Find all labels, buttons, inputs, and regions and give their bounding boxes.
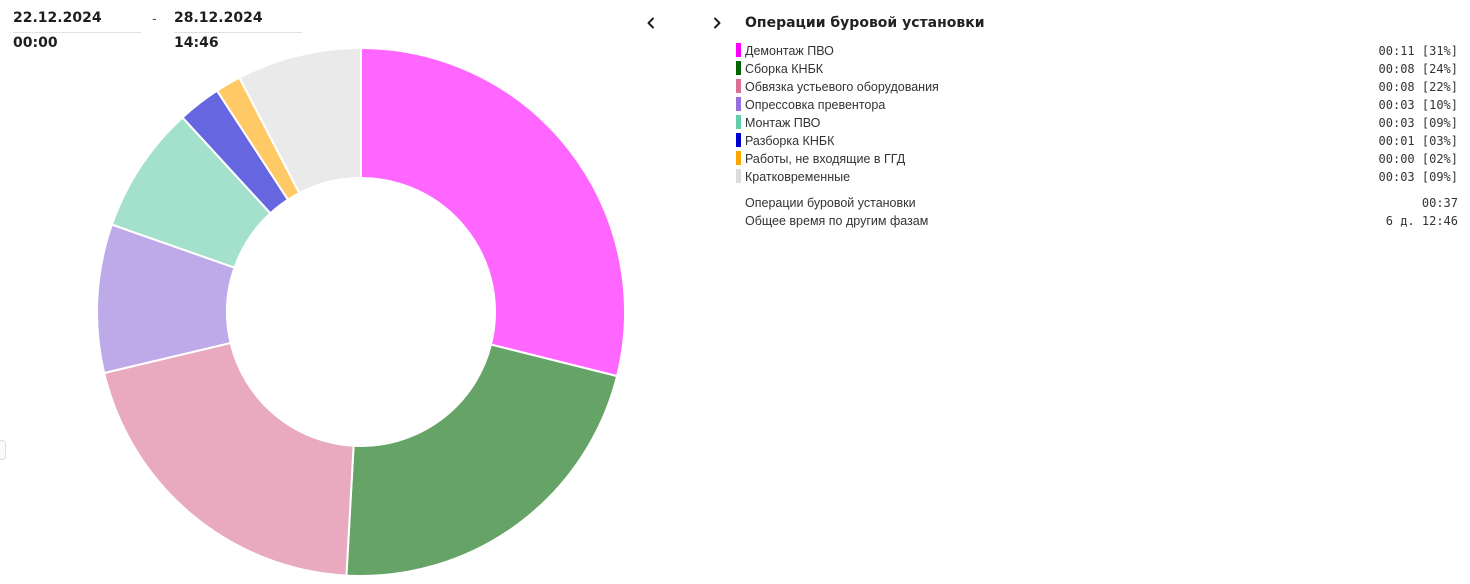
- donut-slice[interactable]: [102, 341, 355, 577]
- donut-slice[interactable]: [238, 46, 362, 195]
- legend-swatch: [736, 169, 741, 183]
- legend-value: 00:03 [09%]: [1378, 116, 1458, 130]
- chevron-left-icon: [647, 17, 654, 29]
- legend-swatch: [736, 133, 741, 147]
- date-to-field[interactable]: 28.12.2024 14:46: [174, 6, 302, 51]
- legend-label: Разборка КНБК: [745, 134, 835, 148]
- total-label: Общее время по другим фазам: [745, 214, 929, 228]
- side-panel-handle[interactable]: [0, 440, 6, 460]
- legend-label: Монтаж ПВО: [745, 116, 821, 130]
- legend-item[interactable]: Сборка КНБК 00:08 [24%]: [736, 60, 1458, 78]
- legend-label: Кратковременные: [745, 170, 851, 184]
- legend-value: 00:03 [10%]: [1378, 98, 1458, 112]
- legend-swatch: [736, 61, 741, 75]
- donut-slice[interactable]: [345, 343, 619, 577]
- legend-item[interactable]: Кратковременные 00:03 [09%]: [736, 168, 1458, 186]
- chart-title: Операции буровой установки: [745, 15, 985, 31]
- legend-swatch: [736, 79, 741, 93]
- legend-label: Обвязка устьевого оборудования: [745, 80, 939, 94]
- legend-label: Опрессовка превентора: [745, 98, 886, 112]
- chart-legend: Демонтаж ПВО 00:11 [31%] Сборка КНБК 00:08 …: [736, 42, 1458, 186]
- next-period-button[interactable]: [707, 13, 727, 33]
- total-value: 6 д. 12:46: [1385, 214, 1458, 228]
- legend-swatch: [736, 151, 741, 165]
- legend-label: Сборка КНБК: [745, 62, 824, 76]
- total-row: Операции буровой установки 00:37: [736, 194, 1458, 212]
- legend-value: 00:01 [03%]: [1378, 134, 1458, 148]
- legend-swatch: [736, 115, 741, 129]
- legend-label: Демонтаж ПВО: [745, 44, 834, 58]
- legend-swatch: [736, 43, 741, 57]
- operations-donut-chart: [96, 46, 626, 577]
- legend-swatch: [736, 97, 741, 111]
- total-label: Операции буровой установки: [745, 196, 916, 210]
- legend-value: 00:08 [22%]: [1378, 80, 1458, 94]
- legend-value: 00:11 [31%]: [1378, 44, 1458, 58]
- totals-summary: Операции буровой установки 00:37 Общее вре…: [736, 194, 1458, 230]
- legend-item[interactable]: Демонтаж ПВО 00:11 [31%]: [736, 42, 1458, 60]
- total-row: Общее время по другим фазам 6 д. 12:46: [736, 212, 1458, 230]
- legend-value: 00:03 [09%]: [1378, 170, 1458, 184]
- legend-item[interactable]: Обвязка устьевого оборудования 00:08 [22%…: [736, 78, 1458, 96]
- legend-item[interactable]: Монтаж ПВО 00:03 [09%]: [736, 114, 1458, 132]
- legend-item[interactable]: Работы, не входящие в ГГД 00:00 [02%]: [736, 150, 1458, 168]
- donut-slice[interactable]: [360, 46, 626, 378]
- total-value: 00:37: [1421, 196, 1458, 210]
- legend-item[interactable]: Опрессовка превентора 00:03 [10%]: [736, 96, 1458, 114]
- legend-label: Работы, не входящие в ГГД: [745, 152, 906, 166]
- date-range-separator: -: [152, 10, 157, 26]
- legend-item[interactable]: Разборка КНБК 00:01 [03%]: [736, 132, 1458, 150]
- prev-period-button[interactable]: [641, 13, 661, 33]
- chevron-right-icon: [714, 17, 721, 29]
- date-from-field[interactable]: 22.12.2024 00:00: [13, 6, 141, 51]
- legend-value: 00:00 [02%]: [1378, 152, 1458, 166]
- legend-value: 00:08 [24%]: [1378, 62, 1458, 76]
